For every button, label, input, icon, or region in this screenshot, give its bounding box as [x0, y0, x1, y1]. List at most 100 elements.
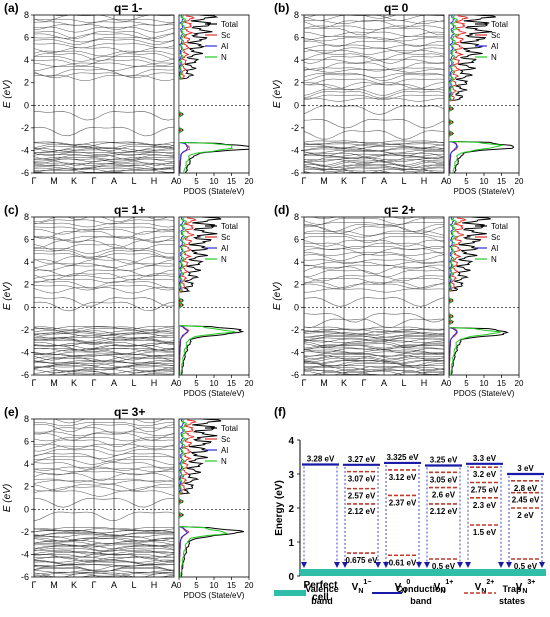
- panel-label: (c): [4, 203, 19, 217]
- trap-value-label: 2.75 eV: [471, 486, 499, 495]
- panel-title: q= 0: [384, 1, 409, 15]
- y-tick-label: 8: [294, 212, 299, 222]
- conduction-band-line: [304, 53, 444, 61]
- conduction-band-line: [304, 246, 444, 251]
- valence-band-line: [34, 570, 174, 574]
- valence-band-line: [304, 359, 444, 364]
- kpoint-label: Γ: [32, 176, 37, 186]
- cbm-value-label: 3 eV: [517, 464, 534, 473]
- conduction-band-line: [34, 453, 174, 459]
- conduction-band-line: [304, 217, 444, 225]
- legend-label: Sc: [491, 233, 500, 242]
- y-tick-label: 3: [288, 470, 294, 481]
- valence-band-line: [37, 573, 174, 577]
- y-tick-label: 2: [24, 78, 29, 88]
- arrow-head: [301, 562, 307, 568]
- valence-band-line: [34, 567, 174, 573]
- legend-label: Total: [221, 424, 238, 433]
- kpoint-label: K: [71, 176, 77, 186]
- valence-band-line: [34, 549, 174, 555]
- valence-band-line: [34, 363, 174, 368]
- conduction-band-line: [34, 24, 174, 30]
- conduction-band-line: [34, 411, 174, 417]
- conduction-band-line: [34, 31, 174, 39]
- level-column: 3.3 eV 3.2 eV 2.75 eV 2.3 eV 1.5 eV VN2+: [465, 454, 504, 595]
- valence-band-line: [34, 535, 174, 541]
- y-tick-label: 4: [288, 436, 294, 447]
- pdos-x-tick-label: 0: [447, 379, 452, 388]
- conduction-band-line: [34, 33, 174, 39]
- pdos-legend: Total Sc Al N: [205, 20, 238, 62]
- valence-band-line: [34, 534, 174, 538]
- conduction-band-line: [53, 419, 166, 424]
- valence-band-line: [304, 341, 444, 348]
- conduction-band-line: [34, 21, 174, 26]
- conduction-band-line: [34, 66, 174, 71]
- panel-label: (e): [4, 405, 19, 419]
- y-tick-label: -4: [21, 549, 29, 559]
- kpoint-label: L: [131, 176, 136, 186]
- pdos-x-tick-label: 10: [480, 177, 489, 186]
- valence-band-line: [34, 560, 174, 565]
- valence-band-line: [304, 170, 444, 173]
- trap-value-label: 3.12 eV: [389, 473, 417, 482]
- conduction-band-line: [34, 439, 174, 447]
- conduction-band-line: [34, 462, 174, 470]
- pdos-x-tick-label: 10: [480, 379, 489, 388]
- cbm-value-label: 3.325 eV: [386, 453, 419, 462]
- band-lines: [34, 217, 174, 375]
- conduction-band-line: [34, 219, 174, 225]
- panel-label: (f): [274, 405, 286, 419]
- valence-band-line: [34, 337, 174, 342]
- defect-band-line: [304, 313, 444, 323]
- conduction-band-line: [34, 259, 174, 266]
- conduction-band-line: [304, 288, 444, 293]
- valence-band-line: [34, 156, 174, 160]
- pdos-x-tick-label: 15: [227, 177, 236, 186]
- y-tick-label: 6: [294, 33, 299, 43]
- legend-label: Total: [221, 222, 238, 231]
- conduction-band-line: [304, 222, 444, 227]
- conduction-band-line: [34, 62, 174, 67]
- valence-band-line: [304, 156, 444, 163]
- pdos-curve-n: [179, 15, 234, 173]
- kpoint-label: K: [341, 176, 347, 186]
- y-tick-label: 0: [294, 100, 299, 110]
- y-tick-label: 4: [294, 55, 299, 65]
- band-frame: [33, 216, 175, 376]
- kpoint-label: L: [401, 378, 406, 388]
- y-tick-label: 8: [24, 10, 29, 20]
- valence-band-line: [34, 158, 174, 164]
- kpoint-label: A: [111, 580, 117, 590]
- valence-band-line: [34, 575, 174, 577]
- pdos-x-tick-label: 10: [210, 177, 219, 186]
- pdos-x-tick-label: 20: [245, 581, 254, 590]
- legend-label: Sc: [221, 31, 230, 40]
- conduction-band-line: [34, 226, 174, 231]
- pdos-x-tick-label: 20: [245, 379, 254, 388]
- y-tick-label: 2: [24, 280, 29, 290]
- valence-band-line: [34, 166, 174, 170]
- valence-band-line: [304, 326, 444, 331]
- legend-label: Sc: [221, 233, 230, 242]
- conduction-band-line: [34, 236, 174, 243]
- conduction-band-line: [34, 235, 174, 241]
- legend-label: band: [410, 596, 432, 606]
- conduction-band-line: [34, 287, 174, 294]
- y-tick-label: 0: [24, 302, 29, 312]
- conduction-band-line: [304, 88, 444, 96]
- kpoint-label: H: [151, 176, 158, 186]
- y-tick-label: 0: [288, 572, 294, 583]
- y-tick-label: -4: [291, 145, 299, 155]
- trap-value-label: 3.2 eV: [473, 470, 497, 479]
- conduction-band-line: [34, 449, 174, 456]
- conduction-band-line: [34, 436, 174, 442]
- valence-band-line: [34, 544, 174, 548]
- panel-title: q= 1-: [114, 1, 142, 15]
- conduction-band-line: [311, 217, 417, 219]
- conduction-band-line: [34, 415, 174, 418]
- valence-band-line: [34, 354, 174, 358]
